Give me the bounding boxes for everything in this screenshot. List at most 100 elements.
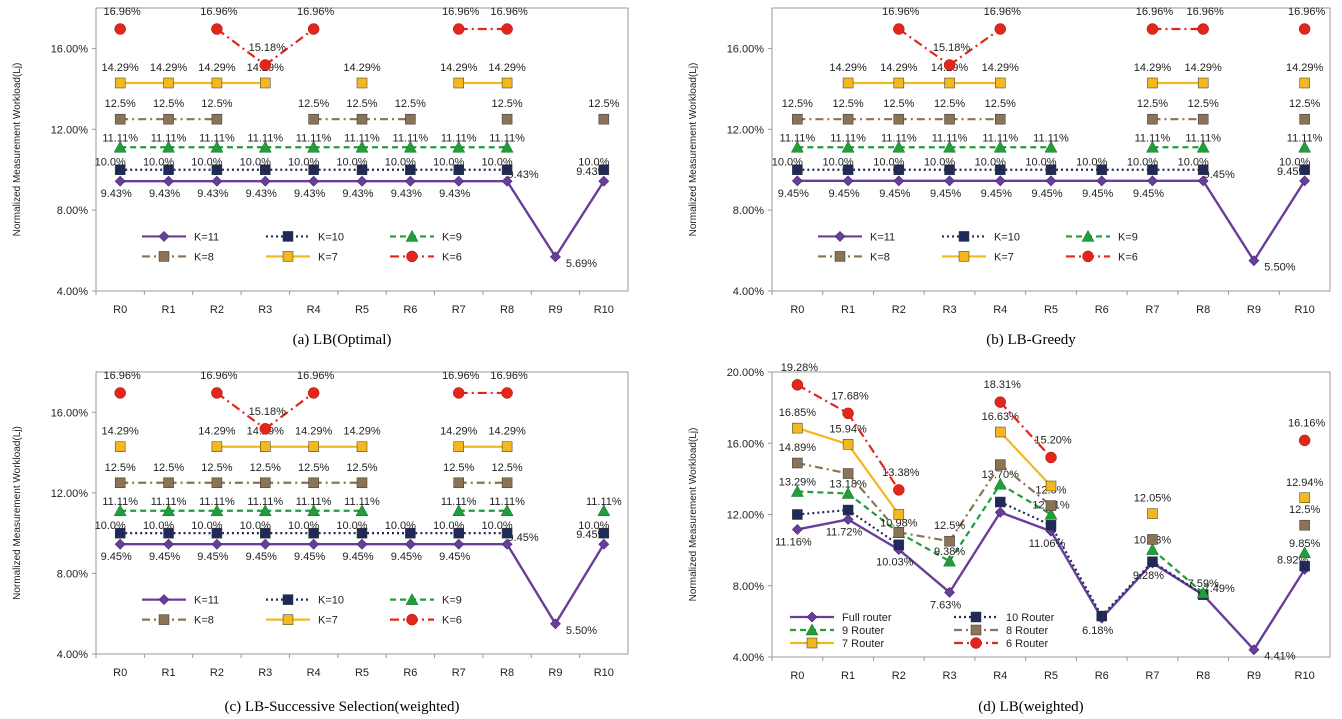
legend-entry: 6 Router (954, 637, 1049, 650)
data-point-marker (211, 538, 223, 550)
data-point-marker (211, 77, 223, 89)
data-point-marker (893, 484, 905, 496)
legend-marker (958, 231, 970, 242)
data-point-marker (308, 175, 320, 187)
data-label: 10.0% (481, 520, 512, 532)
series-line-segment (797, 490, 849, 495)
data-point-marker (259, 423, 272, 435)
data-label: 16.96% (490, 6, 528, 18)
x-tick-label: R7 (452, 304, 466, 316)
data-label: 12.5% (105, 462, 136, 474)
data-point-marker (598, 113, 610, 125)
y-tick-label: 4.00% (57, 649, 88, 661)
data-label: 10.0% (336, 157, 367, 169)
data-point-marker (307, 23, 320, 35)
data-point-marker (501, 441, 513, 452)
series-line-segment (554, 543, 605, 625)
data-label: 12.5% (443, 462, 474, 474)
data-point-marker (1147, 508, 1158, 519)
data-label: 12.5% (153, 98, 184, 110)
series-line-segment (1202, 180, 1255, 262)
data-point-marker (1299, 492, 1310, 504)
x-tick-label: R0 (113, 304, 127, 316)
data-point-marker (943, 140, 956, 153)
data-point-marker (1096, 610, 1107, 622)
data-point-marker (501, 164, 513, 175)
series-k-9: 11.11% 11.11% 11.11% 11.11% 11.11% 11.11% 11.1… (102, 496, 622, 517)
series-line-segment (1151, 548, 1204, 594)
series-k-11: 9.45% 9.45% 9.45% 9.45% 9.45% 9.45% 9.45% 9.45%… (101, 529, 610, 637)
y-tick-label: 12.00% (51, 488, 89, 500)
series-line-segment (847, 412, 900, 491)
x-tick-label: R5 (355, 667, 369, 679)
data-point-marker (842, 407, 854, 420)
x-tick-label: R6 (1095, 304, 1109, 316)
data-label: 13.70% (982, 469, 1020, 481)
legend-entry: K=9 (390, 229, 462, 243)
data-point-marker (260, 527, 271, 539)
legend-label: 8 Router (1006, 625, 1049, 637)
data-label: 11.11% (1185, 132, 1221, 144)
data-point-marker (211, 477, 223, 489)
data-point-marker (356, 175, 368, 187)
legend-entry: K=7 (266, 251, 338, 263)
legend-entry: 10 Router (954, 611, 1055, 624)
data-point-marker (892, 140, 906, 153)
data-point-marker (994, 175, 1006, 187)
panel-caption: (d) LB(weighted) (978, 699, 1083, 715)
data-point-marker (792, 113, 803, 125)
data-point-marker (550, 618, 561, 630)
data-label: 14.29% (488, 426, 526, 438)
data-point-marker (1197, 164, 1209, 175)
data-label: 6.18% (1082, 625, 1113, 637)
series-k-9: 13.29%13.18%10.98%9.38%13.70%12.01%10.03… (779, 469, 1320, 599)
data-label: 11.11% (296, 132, 332, 144)
x-tick-label: R4 (307, 667, 321, 679)
legend-marker (282, 614, 294, 625)
data-point-marker (308, 477, 319, 489)
data-point-marker (1146, 543, 1159, 555)
data-label: 10.0% (578, 520, 609, 532)
series-line-segment (797, 508, 849, 516)
y-axis-label: Normalized Measurement Workload(Lj) (12, 63, 23, 237)
legend-entry: K=6 (1066, 250, 1138, 263)
data-label: 9.43% (101, 188, 132, 200)
data-label: 7.59% (1188, 578, 1219, 590)
data-point-marker (403, 140, 417, 153)
data-label: 9.45% (930, 188, 961, 200)
y-tick-label: 16.00% (51, 407, 89, 419)
data-point-marker (994, 23, 1007, 35)
series-line-segment (847, 472, 900, 534)
data-point-marker (500, 504, 514, 517)
data-label: 12.5% (782, 98, 813, 110)
data-point-marker (842, 514, 854, 525)
y-tick-label: 8.00% (57, 205, 88, 217)
legend-label: 9 Router (842, 625, 885, 637)
data-point-marker (308, 113, 319, 125)
data-point-marker (597, 504, 611, 517)
data-label: 10.0% (1279, 157, 1310, 169)
data-point-marker (114, 527, 126, 539)
data-point-marker (1197, 113, 1209, 125)
data-point-marker (453, 164, 464, 175)
series-line-segment (898, 28, 951, 66)
data-label: 11.11% (1135, 132, 1171, 144)
data-point-marker (944, 164, 955, 175)
data-label: 14.29% (829, 62, 867, 74)
x-tick-label: R4 (307, 304, 321, 316)
legend-marker (958, 251, 970, 262)
data-point-marker (163, 175, 174, 187)
data-point-marker (1096, 164, 1107, 175)
data-point-marker (598, 527, 610, 539)
data-point-marker (1299, 113, 1310, 125)
series-line-segment (948, 28, 1001, 66)
data-point-marker (944, 586, 955, 598)
data-point-marker (453, 175, 465, 187)
data-label: 11.11% (247, 496, 283, 508)
legend-label: K=10 (318, 595, 344, 607)
data-point-marker (405, 113, 416, 125)
data-label: 16.96% (490, 370, 528, 382)
data-point-marker (791, 379, 804, 391)
data-point-marker (1298, 546, 1312, 559)
data-label: 14.29% (1286, 62, 1324, 74)
